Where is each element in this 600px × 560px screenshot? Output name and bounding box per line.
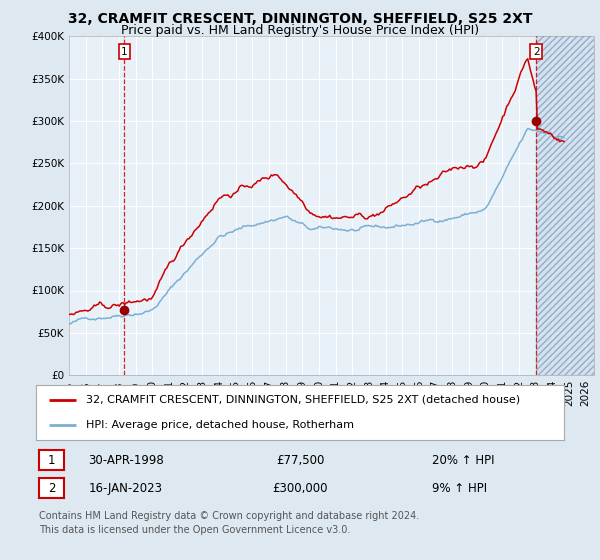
Text: 2: 2	[48, 482, 55, 495]
Bar	[536, 36, 594, 375]
Text: 16-JAN-2023: 16-JAN-2023	[89, 482, 163, 495]
Bar	[536, 36, 594, 375]
Text: Contains HM Land Registry data © Crown copyright and database right 2024.
This d: Contains HM Land Registry data © Crown c…	[39, 511, 419, 535]
Text: HPI: Average price, detached house, Rotherham: HPI: Average price, detached house, Roth…	[86, 420, 354, 430]
Text: £300,000: £300,000	[272, 482, 328, 495]
Text: 30-APR-1998: 30-APR-1998	[88, 454, 164, 467]
Text: 1: 1	[121, 46, 128, 57]
Text: 1: 1	[48, 454, 55, 467]
Text: 2: 2	[533, 46, 539, 57]
Text: Price paid vs. HM Land Registry's House Price Index (HPI): Price paid vs. HM Land Registry's House …	[121, 24, 479, 36]
Text: £77,500: £77,500	[276, 454, 324, 467]
Text: 9% ↑ HPI: 9% ↑ HPI	[432, 482, 487, 495]
Text: 20% ↑ HPI: 20% ↑ HPI	[432, 454, 494, 467]
Text: 32, CRAMFIT CRESCENT, DINNINGTON, SHEFFIELD, S25 2XT (detached house): 32, CRAMFIT CRESCENT, DINNINGTON, SHEFFI…	[86, 395, 520, 404]
Text: 32, CRAMFIT CRESCENT, DINNINGTON, SHEFFIELD, S25 2XT: 32, CRAMFIT CRESCENT, DINNINGTON, SHEFFI…	[68, 12, 532, 26]
